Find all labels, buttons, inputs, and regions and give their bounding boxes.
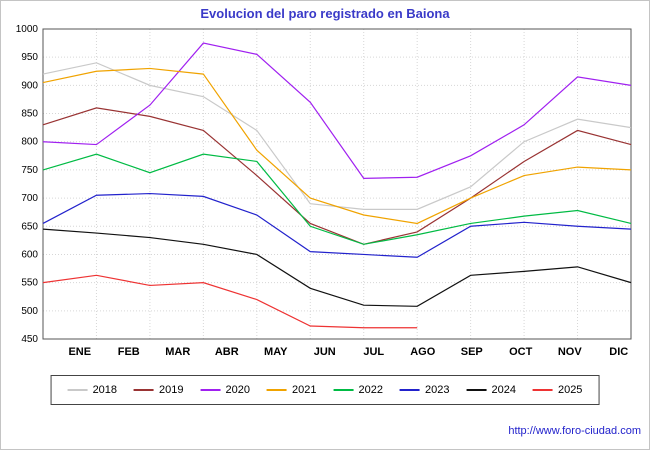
legend-swatch-2023 (399, 389, 420, 391)
y-axis-tick-label: 1000 (16, 24, 39, 35)
y-axis-tick-label: 450 (21, 334, 38, 345)
y-axis-tick-label: 600 (21, 249, 38, 260)
legend-item-2024: 2024 (466, 384, 516, 396)
x-axis-month-label: JUL (363, 346, 384, 358)
series-line-2022 (42, 153, 632, 245)
legend-swatch-2020 (200, 389, 221, 391)
y-axis-tick-label: 900 (21, 80, 38, 91)
series-line-2018 (42, 62, 632, 210)
x-axis-month-label: JUN (314, 346, 336, 358)
legend-item-2021: 2021 (267, 384, 317, 396)
series-line-2020 (42, 42, 632, 179)
legend-item-2025: 2025 (532, 384, 583, 396)
legend-swatch-2022 (333, 389, 354, 391)
series-line-2021 (42, 67, 632, 225)
x-axis-month-label: DIC (609, 346, 628, 358)
x-axis-month-label: OCT (509, 346, 533, 358)
legend-label-2024: 2024 (491, 384, 516, 396)
series-line-2019 (42, 107, 632, 245)
legend-label-2025: 2025 (557, 384, 583, 396)
y-axis-tick-label: 750 (21, 165, 38, 176)
y-axis-tick-label: 950 (21, 52, 38, 63)
legend-swatch-2021 (267, 389, 288, 391)
y-axis-tick-label: 500 (21, 306, 38, 317)
legend-label-2019: 2019 (159, 384, 184, 396)
x-axis-month-label: ENE (68, 346, 91, 358)
x-axis-month-label: AGO (410, 346, 436, 358)
x-axis-month-label: SEP (461, 346, 483, 358)
legend-swatch-2024 (466, 389, 487, 391)
legend-label-2018: 2018 (92, 384, 118, 396)
legend-swatch-2019 (134, 389, 155, 391)
x-axis-month-label: FEB (118, 346, 140, 358)
chart-legend: 2018 2019 2020 2021 2022 2023 2024 2025 (50, 375, 600, 405)
legend-item-2020: 2020 (200, 384, 251, 396)
legend-label-2023: 2023 (424, 384, 450, 396)
y-axis-tick-label: 550 (21, 278, 38, 289)
x-axis-month-label: MAR (165, 346, 190, 358)
legend-item-2019: 2019 (134, 384, 184, 396)
x-axis-month-label: NOV (558, 346, 583, 358)
legend-item-2022: 2022 (333, 384, 383, 396)
y-axis-tick-label: 650 (21, 221, 38, 232)
plot-border (42, 28, 632, 340)
y-axis-tick-label: 800 (21, 137, 38, 148)
y-axis-tick-label: 850 (21, 109, 38, 120)
legend-label-2021: 2021 (292, 384, 317, 396)
legend-swatch-2025 (532, 389, 553, 391)
legend-label-2022: 2022 (358, 384, 383, 396)
series-line-2023 (42, 192, 632, 258)
x-axis-month-label: ABR (215, 346, 239, 358)
footer: http://www.foro-ciudad.com (508, 425, 641, 437)
y-axis-tick-label: 700 (21, 193, 38, 204)
legend-label-2020: 2020 (225, 384, 251, 396)
legend-item-2018: 2018 (67, 384, 118, 396)
series-line-2024 (42, 228, 632, 307)
legend-swatch-2018 (67, 389, 88, 391)
series-line-2025 (42, 274, 418, 329)
page-title: Evolucion del paro registrado en Baiona (200, 6, 450, 21)
footer-link[interactable]: http://www.foro-ciudad.com (508, 425, 641, 437)
legend-item-2023: 2023 (399, 384, 450, 396)
x-axis-month-label: MAY (264, 346, 288, 358)
